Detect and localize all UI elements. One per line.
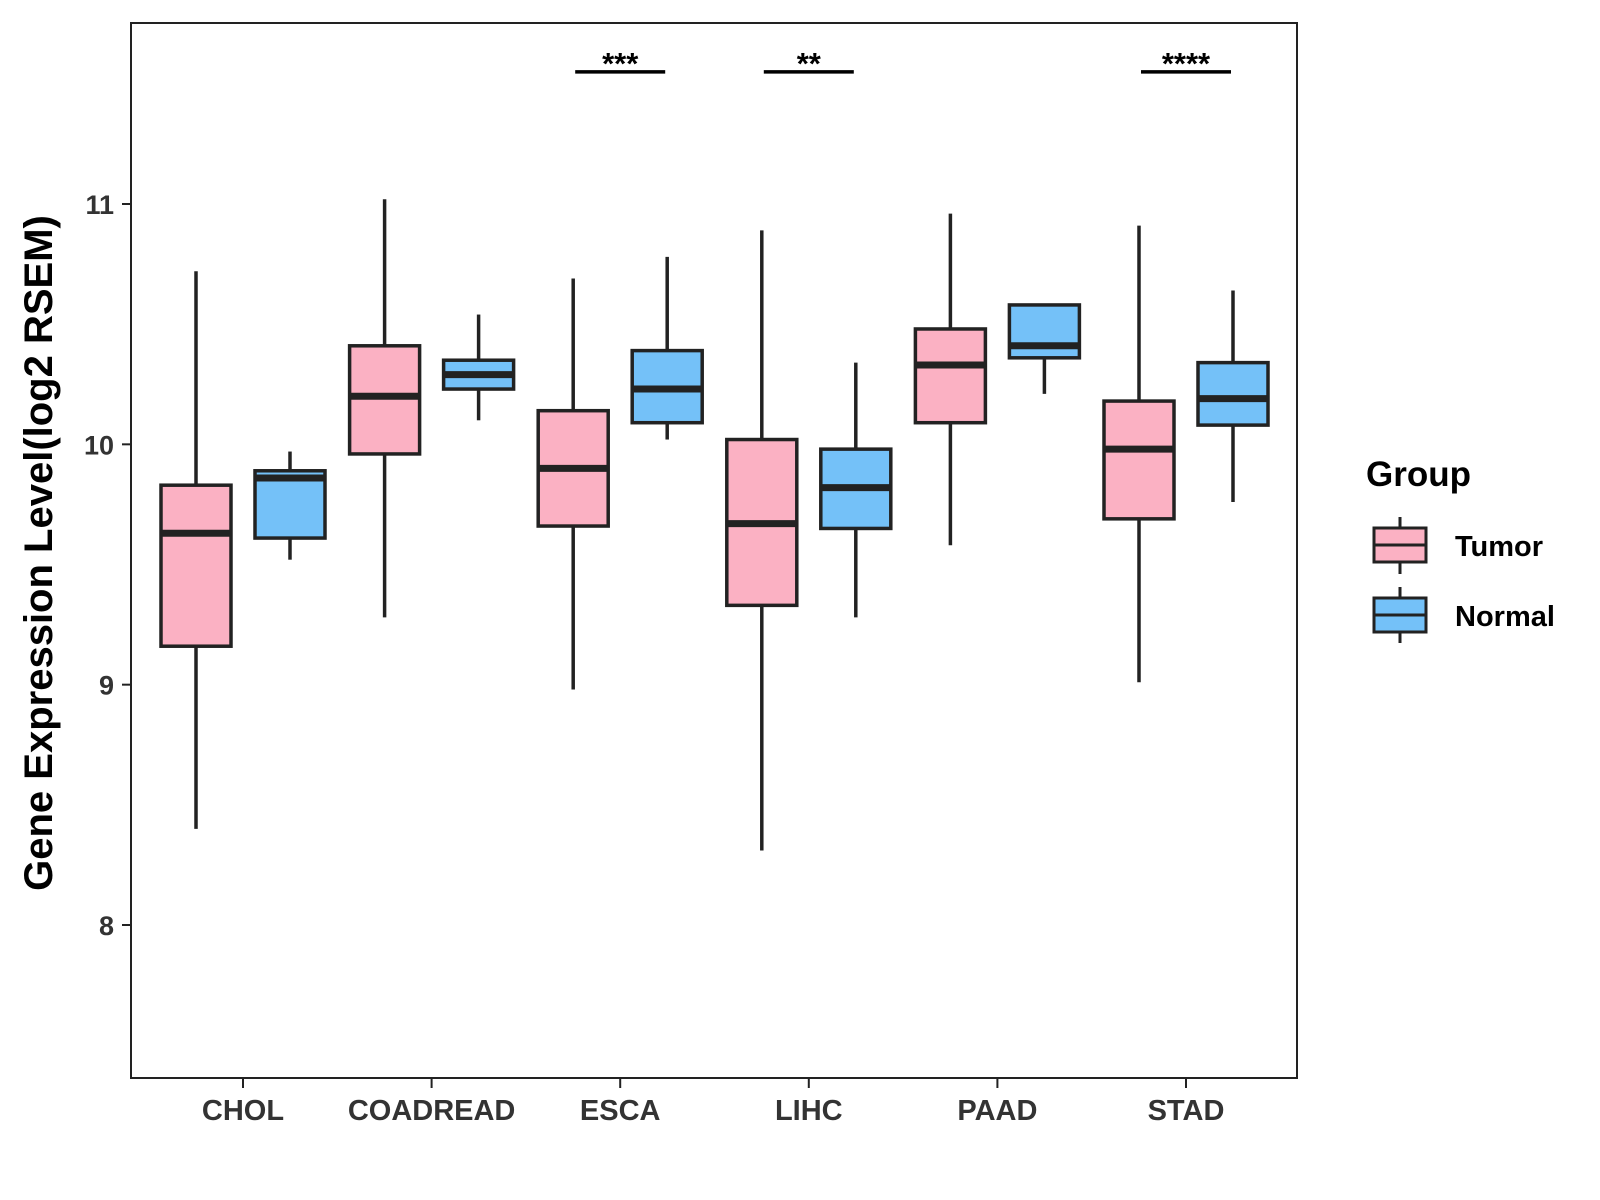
x-tick-label: CHOL — [202, 1095, 284, 1127]
box-tumor-lihc — [725, 230, 799, 851]
box-body — [159, 483, 233, 648]
box-normal-esca — [630, 256, 704, 440]
box-body — [913, 327, 988, 425]
box-series — [159, 199, 1270, 851]
plot-panel — [130, 22, 1298, 1079]
x-tick-label: PAAD — [957, 1095, 1037, 1127]
significance-label: *** — [602, 46, 639, 81]
box-body — [1007, 303, 1082, 360]
y-axis: 8 9 10 11 — [84, 190, 131, 941]
legend-title: Group — [1366, 455, 1471, 494]
box-tumor-stad — [1102, 225, 1176, 683]
significance-label: ** — [797, 46, 822, 81]
legend: Group Tumor Normal — [1366, 455, 1555, 643]
legend-item-normal: Normal — [1372, 587, 1555, 643]
x-tick-label: STAD — [1148, 1095, 1225, 1127]
significance-annotations: *** ** **** — [575, 46, 1231, 81]
box-normal-stad — [1196, 290, 1270, 503]
box-tumor-coadread — [347, 199, 422, 618]
box-body — [1102, 399, 1176, 521]
box-body — [253, 469, 327, 540]
y-tick-label: 9 — [99, 671, 114, 701]
y-axis-title: Gene Expression Level(log2 RSEM) — [17, 215, 61, 891]
box-normal-paad — [1007, 303, 1082, 394]
box-normal-lihc — [819, 362, 893, 618]
box-tumor-chol — [159, 271, 233, 829]
legend-item-tumor: Tumor — [1372, 517, 1543, 574]
y-tick-label: 11 — [85, 190, 114, 220]
legend-label-normal: Normal — [1455, 601, 1555, 633]
x-tick-label: LIHC — [775, 1095, 843, 1127]
x-axis: CHOL COADREAD ESCA LIHC PAAD STAD — [202, 1078, 1224, 1127]
box-normal-coadread — [441, 314, 516, 421]
box-normal-chol — [253, 451, 327, 560]
box-tumor-esca — [536, 278, 610, 690]
x-tick-label: ESCA — [580, 1095, 661, 1127]
box-tumor-paad — [913, 213, 988, 546]
x-tick-label: COADREAD — [348, 1095, 516, 1127]
box-body — [347, 344, 422, 456]
y-tick-label: 8 — [99, 911, 114, 941]
y-tick-label: 10 — [84, 430, 114, 460]
legend-label-tumor: Tumor — [1455, 531, 1543, 563]
significance-label: **** — [1162, 46, 1211, 81]
box-body — [1196, 360, 1270, 427]
